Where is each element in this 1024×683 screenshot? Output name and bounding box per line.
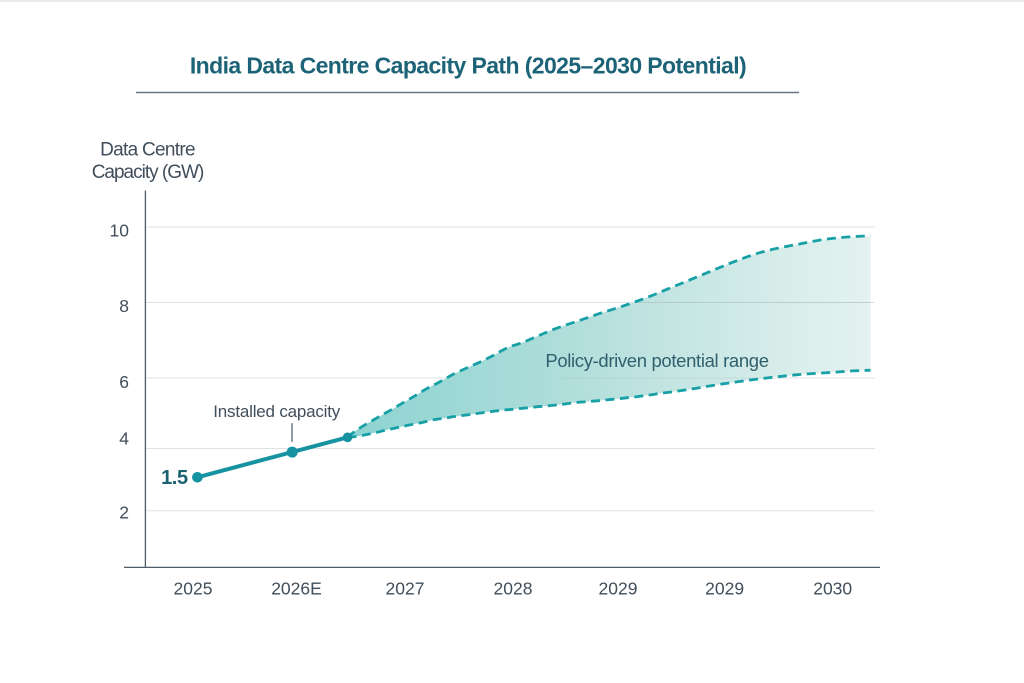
svg-text:6: 6 (119, 372, 129, 392)
svg-text:Policy-driven potential range: Policy-driven potential range (545, 350, 768, 371)
svg-text:2: 2 (119, 503, 129, 523)
svg-text:4: 4 (119, 429, 129, 449)
svg-text:Installed capacity: Installed capacity (213, 402, 341, 421)
svg-text:2029: 2029 (599, 578, 638, 598)
svg-text:10: 10 (110, 221, 130, 241)
svg-text:Capacity (GW): Capacity (GW) (92, 162, 204, 183)
svg-text:2030: 2030 (813, 578, 852, 598)
svg-text:8: 8 (119, 296, 129, 316)
svg-text:2029: 2029 (705, 578, 744, 598)
svg-text:Data Centre: Data Centre (100, 139, 195, 160)
svg-text:2025: 2025 (174, 578, 213, 598)
svg-text:2026E: 2026E (271, 578, 322, 598)
svg-text:1.5: 1.5 (161, 467, 188, 489)
svg-text:India Data Centre Capacity Pat: India Data Centre Capacity Path (2025–20… (190, 53, 746, 79)
svg-text:2028: 2028 (494, 578, 533, 598)
svg-text:2027: 2027 (386, 578, 425, 598)
